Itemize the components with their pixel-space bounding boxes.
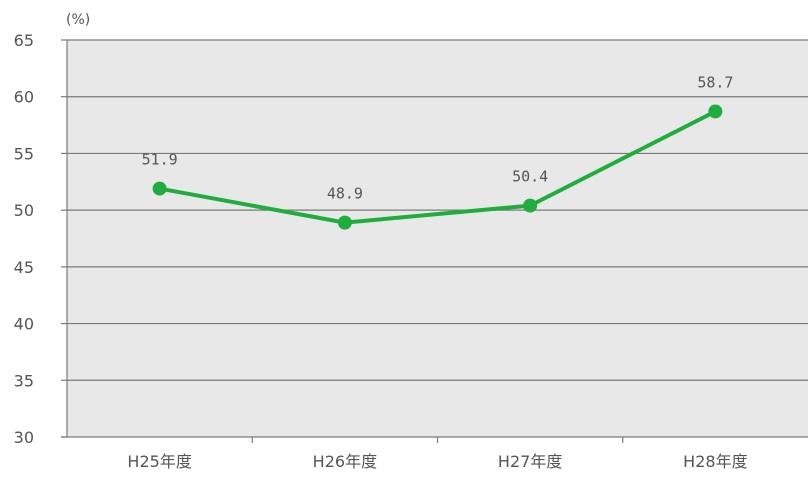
series-line [159,109,717,225]
data-point [337,215,352,230]
y-tick-label: 55 [14,144,34,163]
gridlines [67,39,808,381]
series-group: 51.9 48.9 50.4 58.7 [142,73,733,230]
y-axis-unit-label: (%) [66,12,90,28]
data-label: 48.9 [327,185,363,203]
y-tick-label: 65 [14,31,34,50]
x-tick-label: H26年度 [313,452,377,471]
y-tick-label: 35 [14,371,34,390]
data-label: 50.4 [512,168,548,186]
y-tick-label: 40 [14,315,34,334]
x-tick-label: H28年度 [683,452,747,471]
data-point [152,181,167,196]
x-tick-label: H25年度 [127,452,191,471]
data-point [708,104,723,119]
axes [61,40,808,438]
x-axis-ticks: H25年度 H26年度 H27年度 H28年度 [127,437,748,471]
x-tick-label: H27年度 [498,452,562,471]
plot-area [67,40,808,437]
y-tick-label: 50 [14,201,34,220]
data-label: 58.7 [697,73,733,91]
data-point [523,198,538,213]
y-tick-label: 45 [14,258,34,277]
y-axis-ticks: 30 35 40 45 50 55 60 65 [14,31,67,447]
data-label: 51.9 [142,151,178,169]
y-tick-label: 60 [14,88,34,107]
y-tick-label: 30 [14,428,34,447]
